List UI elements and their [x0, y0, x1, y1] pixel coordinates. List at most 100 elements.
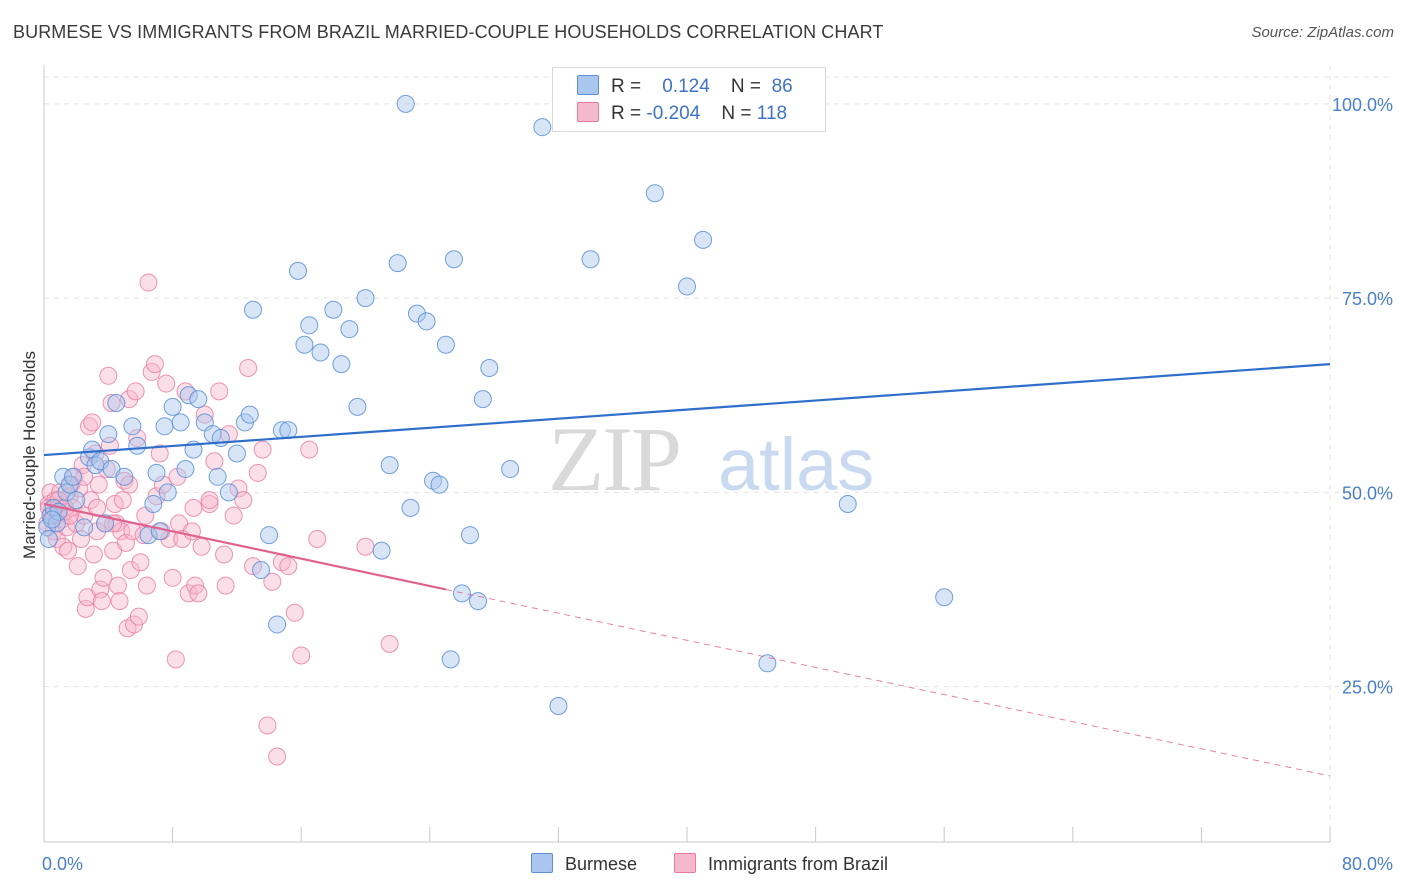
burmese-swatch	[531, 853, 553, 873]
brazil-point	[116, 533, 135, 552]
brazil-point	[279, 557, 298, 576]
brazil-point	[108, 576, 127, 595]
burmese-point	[243, 300, 262, 319]
burmese-point	[96, 514, 115, 533]
burmese-point	[441, 650, 460, 669]
burmese-point	[75, 518, 94, 537]
brazil-point	[224, 506, 243, 525]
brazil-point	[184, 498, 203, 517]
brazil-trend-extension	[445, 588, 1331, 777]
burmese-point	[838, 495, 857, 514]
burmese-point	[171, 413, 190, 432]
burmese-point	[155, 417, 174, 436]
brazil-point	[84, 545, 103, 564]
burmese-point	[430, 475, 449, 494]
brazil-point	[121, 561, 140, 580]
series-legend: Burmese Immigrants from Brazil	[0, 852, 1406, 878]
burmese-point	[311, 343, 330, 362]
burmese-point	[144, 495, 163, 514]
burmese-point	[417, 312, 436, 331]
brazil-point	[94, 568, 113, 587]
legend-n-label: N =	[730, 76, 762, 97]
x-tick-label: 80.0%	[1342, 854, 1393, 874]
watermark-atlas: atlas	[718, 423, 874, 506]
burmese-trend-line	[43, 363, 1331, 457]
y-tick-label: 75.0%	[1342, 289, 1393, 309]
legend-row-burmese: R = 0.124 N = 86	[577, 74, 793, 100]
brazil-point	[229, 479, 248, 498]
burmese-point	[158, 483, 177, 502]
brazil-point	[216, 576, 235, 595]
legend-item-brazil: Immigrants from Brazil	[674, 852, 888, 876]
legend-item-label: Burmese	[565, 854, 638, 874]
brazil-point	[110, 592, 129, 611]
burmese-point	[128, 436, 147, 455]
brazil-point	[99, 366, 118, 385]
brazil-swatch	[577, 102, 599, 122]
burmese-point	[460, 526, 479, 545]
burmese-point	[332, 355, 351, 374]
burmese-point	[67, 491, 86, 510]
brazil-point	[253, 440, 272, 459]
trend-lines	[43, 363, 1331, 777]
burmese-point	[380, 456, 399, 475]
brazil-point	[268, 747, 287, 766]
brazil-point	[76, 599, 95, 618]
brazil-point	[234, 491, 253, 510]
burmese-point	[176, 460, 195, 479]
brazil-point	[356, 537, 375, 556]
brazil-point	[92, 592, 111, 611]
burmese-point	[340, 320, 359, 339]
brazil-points	[38, 273, 399, 766]
burmese-point	[150, 522, 169, 541]
burmese-point	[208, 467, 227, 486]
brazil-point	[200, 491, 219, 510]
brazil-point	[285, 603, 304, 622]
brazil-point	[292, 646, 311, 665]
burmese-point	[407, 304, 426, 323]
burmese-point	[279, 421, 298, 440]
burmese-point	[219, 483, 238, 502]
brazil-point	[215, 545, 234, 564]
chart-title: BURMESE VS IMMIGRANTS FROM BRAZIL MARRIE…	[13, 22, 884, 42]
brazil-point	[113, 491, 132, 510]
legend-item-label: Immigrants from Brazil	[708, 854, 889, 874]
burmese-point	[678, 277, 696, 296]
brazil-point	[163, 568, 182, 587]
burmese-point	[372, 541, 391, 560]
burmese-point	[396, 94, 415, 113]
y-tick-label: 100.0%	[1332, 95, 1393, 115]
burmese-point	[295, 335, 314, 354]
watermark: ZIP atlas	[548, 408, 874, 510]
brazil-point	[157, 374, 176, 393]
brazil-point	[263, 572, 282, 591]
legend-r-label: R =	[611, 76, 642, 97]
y-tick-label: 25.0%	[1342, 678, 1393, 698]
brazil-point	[137, 576, 156, 595]
brazil-point	[195, 405, 214, 424]
brazil-point	[308, 529, 327, 548]
brazil-swatch	[674, 853, 696, 873]
brazil-point	[83, 413, 102, 432]
burmese-point	[115, 467, 134, 486]
legend-n-label: N =	[721, 103, 752, 124]
brazil-point	[129, 607, 148, 626]
burmese-point	[388, 254, 407, 273]
y-tick-label: 50.0%	[1342, 483, 1393, 503]
axes	[43, 65, 1331, 843]
brazil-point	[126, 382, 145, 401]
burmese-point	[356, 289, 375, 308]
source-credit: Source: ZipAtlas.com	[1251, 24, 1394, 41]
x-tick-label: 0.0%	[42, 854, 83, 874]
brazil-point	[139, 273, 158, 292]
legend-item-burmese: Burmese	[531, 852, 637, 876]
burmese-point	[348, 397, 367, 416]
burmese-point	[324, 300, 343, 319]
brazil-point	[192, 537, 211, 556]
burmese-point	[694, 230, 713, 249]
burmese-point	[179, 386, 198, 405]
legend-row-brazil: R = -0.204 N = 118	[577, 101, 787, 127]
burmese-point	[268, 615, 287, 634]
burmese-point	[501, 460, 520, 479]
